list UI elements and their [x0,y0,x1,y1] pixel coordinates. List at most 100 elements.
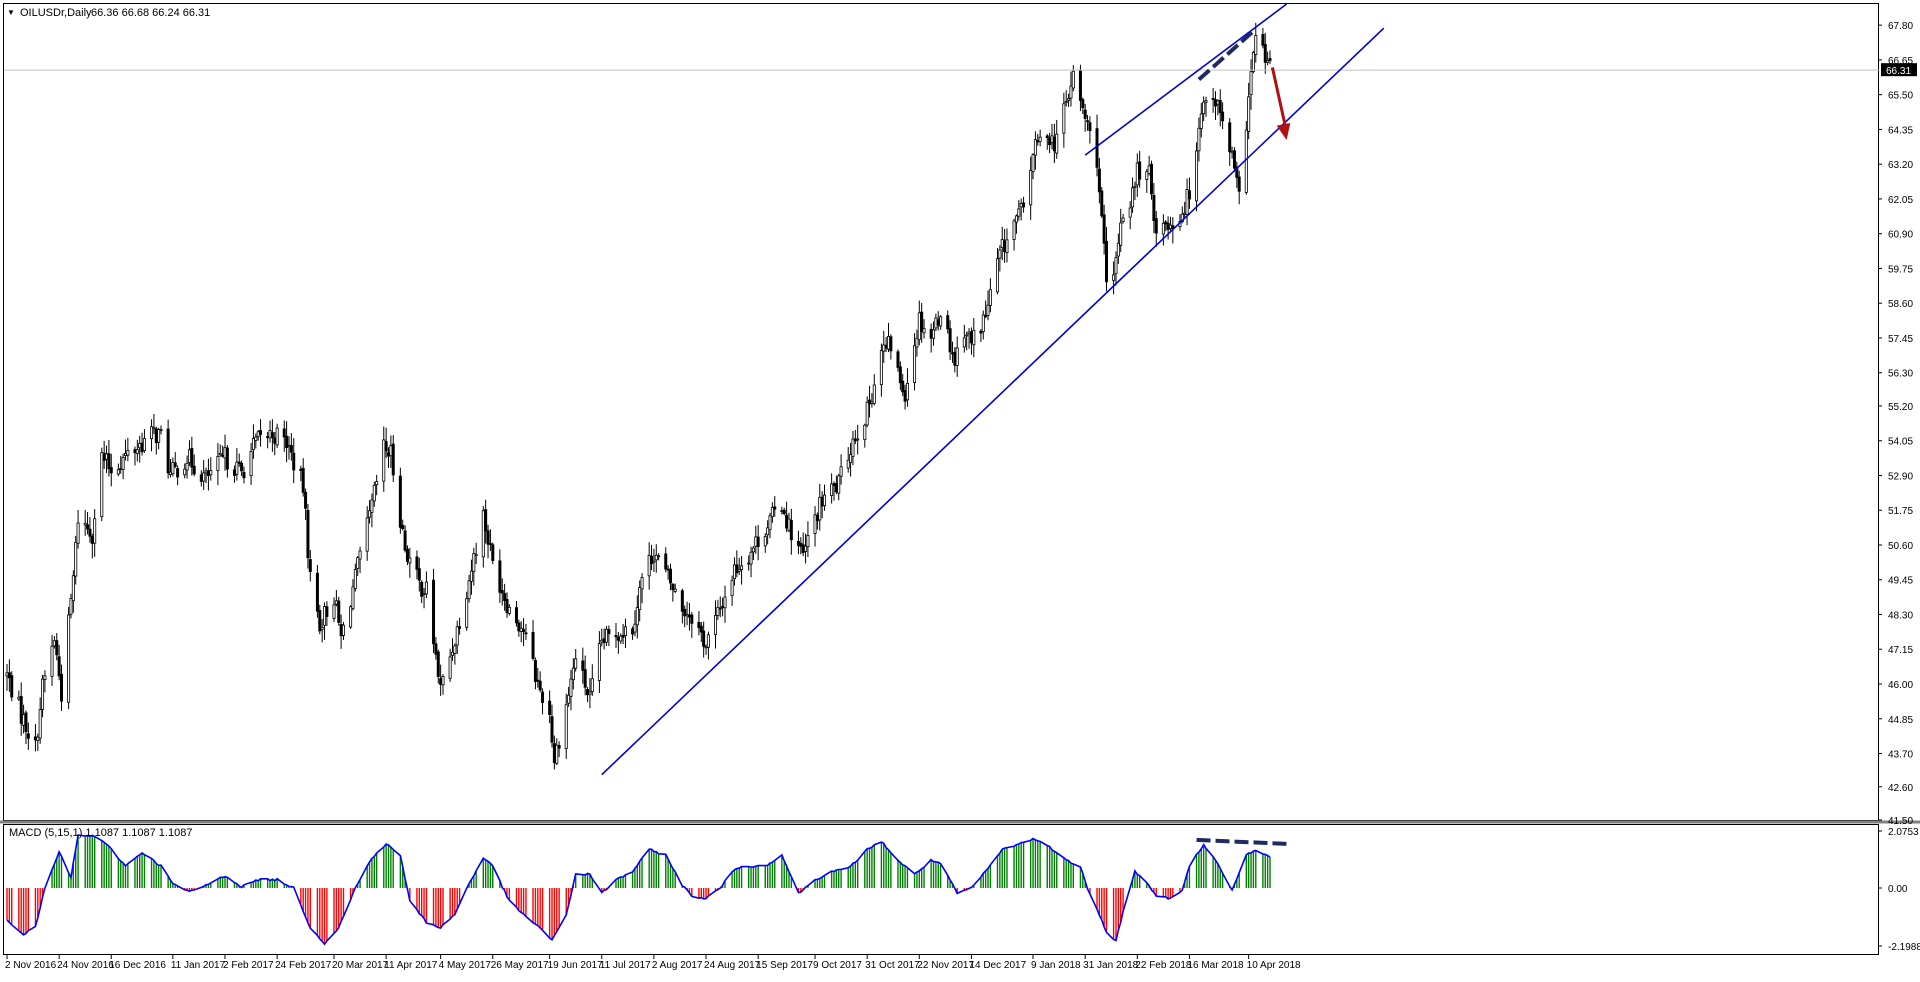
price-candle [275,423,279,448]
candle-body [671,584,675,590]
price-candle [607,625,611,647]
candle-body [929,328,933,339]
ohlc-values: 66.36 66.68 66.24 66.31 [91,7,210,19]
price-candle [735,550,739,578]
candle-body [1116,242,1120,257]
chart-dropdown-icon[interactable]: ▼ [7,8,15,17]
macd-plot [6,834,1271,946]
price-high-dashed-line[interactable] [1197,29,1255,82]
candle-body [448,656,452,679]
candle-body [633,623,637,633]
channel-support-trendline[interactable] [601,27,1385,776]
candle-body [270,432,274,438]
candle-body [955,347,959,366]
candle-body [55,640,59,656]
candle-body [1029,170,1033,206]
price-candle [574,648,578,672]
candle-body [1017,208,1021,217]
candle-body [702,630,706,647]
candle-body [884,344,888,349]
candle-body [1261,34,1265,46]
candle-body [434,643,438,655]
price-candle [67,606,71,710]
price-candle [1067,93,1071,108]
candle-body [1022,202,1026,208]
candle-body [353,569,357,589]
candle-body [304,491,308,509]
candle-body [557,745,561,749]
macd-label: MACD (5,15,1) 1.1087 1.1087 1.1087 [9,827,192,839]
price-candle [638,580,642,622]
price-candle [865,396,869,428]
candle-body [1102,214,1106,244]
candle-body [285,435,289,448]
price-candle [851,430,855,466]
price-candle [126,437,130,462]
candle-body [818,496,822,521]
price-candle [889,334,893,360]
candle-body [1003,240,1007,253]
price-candle [1199,102,1203,138]
macd-divergence-dashed-line[interactable] [1196,837,1292,847]
price-candle [358,546,362,574]
candle-body [7,672,11,679]
price-candle [467,574,471,603]
candle-body [299,468,303,471]
candle-body [849,454,853,463]
candle-body [1119,222,1123,246]
candle-body [804,545,808,552]
price-candle [484,499,488,544]
candle-body [1135,162,1139,186]
candle-body [1263,44,1267,63]
price-candle [415,550,419,580]
price-candle [522,618,526,647]
candle-body [621,634,625,638]
price-candle [465,591,469,631]
price-candle [237,453,241,467]
candle-body [548,700,552,716]
price-candle [723,585,727,623]
candle-body [820,496,824,507]
price-candle [671,582,675,602]
price-candle [668,563,672,591]
price-candle [536,667,540,688]
candle-body [863,424,867,441]
price-tick-label: 51.75 [1888,506,1913,517]
down-arrow-annotation[interactable] [1270,67,1291,140]
price-candle [813,506,817,547]
candle-body [782,509,786,515]
candle-body [259,430,263,435]
price-candle [71,570,75,613]
price-candle [86,512,90,535]
candle-body [1012,220,1016,240]
price-candle [481,506,485,568]
candle-body [1033,139,1037,156]
price-candle [1069,71,1073,107]
price-candle [173,452,177,469]
price-candle [1017,200,1021,221]
candle-body [846,459,850,469]
price-candle [1204,96,1208,117]
price-candle [920,302,924,343]
candle-body [107,453,111,470]
price-candle [849,442,853,477]
candle-body [768,515,772,530]
price-candle [259,419,263,447]
candle-body [915,337,919,348]
symbol-timeframe-label: OILUSDr,Daily [20,7,92,19]
candle-body [1031,154,1035,173]
candle-body [588,691,592,695]
candle-body [1199,113,1203,129]
macd-tick-label: -2.1988 [1888,942,1920,953]
candle-body [1161,222,1165,235]
candle-body [140,442,144,453]
channel-upper-trendline[interactable] [1084,3,1288,156]
candle-body [948,328,952,353]
candle-body [450,651,454,656]
price-candle [337,596,341,626]
time-tick-label: 11 Apr 2017 [384,960,438,971]
candle-body [614,635,618,638]
candle-body [123,453,127,457]
price-candle [718,596,722,618]
